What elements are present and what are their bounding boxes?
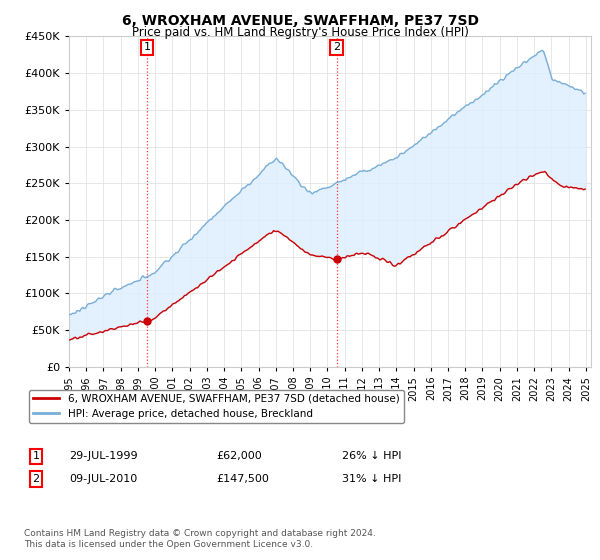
Text: 2: 2 <box>32 474 40 484</box>
Text: 29-JUL-1999: 29-JUL-1999 <box>69 451 137 461</box>
Legend: 6, WROXHAM AVENUE, SWAFFHAM, PE37 7SD (detached house), HPI: Average price, deta: 6, WROXHAM AVENUE, SWAFFHAM, PE37 7SD (d… <box>29 390 404 423</box>
Text: 6, WROXHAM AVENUE, SWAFFHAM, PE37 7SD: 6, WROXHAM AVENUE, SWAFFHAM, PE37 7SD <box>121 14 479 28</box>
Text: 31% ↓ HPI: 31% ↓ HPI <box>342 474 401 484</box>
Text: 09-JUL-2010: 09-JUL-2010 <box>69 474 137 484</box>
Text: 26% ↓ HPI: 26% ↓ HPI <box>342 451 401 461</box>
Text: Contains HM Land Registry data © Crown copyright and database right 2024.
This d: Contains HM Land Registry data © Crown c… <box>24 529 376 549</box>
Text: 2: 2 <box>333 43 340 53</box>
Text: £62,000: £62,000 <box>216 451 262 461</box>
Text: 1: 1 <box>144 43 151 53</box>
Text: Price paid vs. HM Land Registry's House Price Index (HPI): Price paid vs. HM Land Registry's House … <box>131 26 469 39</box>
Text: 1: 1 <box>32 451 40 461</box>
Text: £147,500: £147,500 <box>216 474 269 484</box>
